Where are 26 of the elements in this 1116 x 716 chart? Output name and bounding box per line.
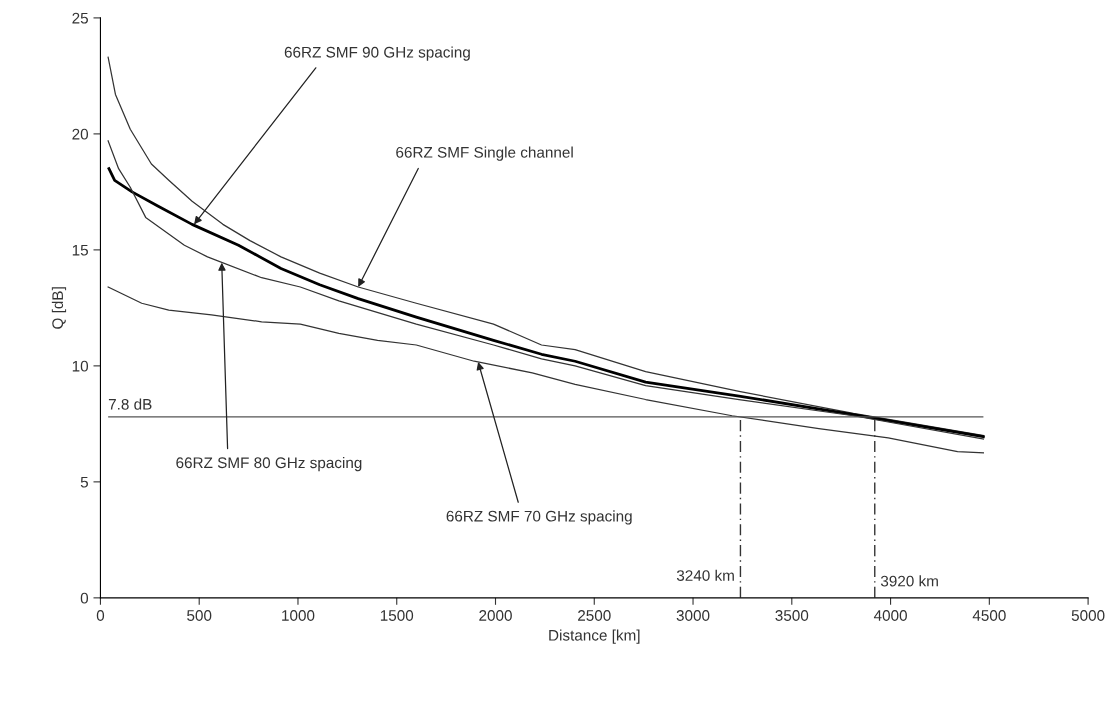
annotation: 66RZ SMF 70 GHz spacing <box>446 510 632 525</box>
ref-line-label: 3240 km <box>676 569 734 581</box>
x-tick-label: 3500 <box>775 610 809 621</box>
y-tick-label: 15 <box>72 244 88 256</box>
annotation: 66RZ SMF 90 GHz spacing <box>284 46 470 61</box>
x-tick-label: 5000 <box>1071 610 1105 621</box>
ref-line-label: 7.8 dB <box>108 398 152 410</box>
y-tick-label: 0 <box>80 592 89 604</box>
x-tick-label: 0 <box>96 610 105 621</box>
y-tick-label: 20 <box>72 128 89 140</box>
x-tick-label: 4000 <box>873 610 907 621</box>
ref-line-label: 3920 km <box>880 575 938 587</box>
y-axis-title: Q [dB] <box>51 287 67 329</box>
annotation: 66RZ SMF 80 GHz spacing <box>176 456 362 472</box>
y-tick-label: 25 <box>72 12 88 24</box>
y-tick-label: 5 <box>80 476 88 488</box>
x-tick-label: 1000 <box>282 610 315 621</box>
x-tick-label: 2500 <box>578 610 611 621</box>
x-tick-label: 2000 <box>479 610 512 621</box>
x-tick-label: 1500 <box>380 610 414 621</box>
y-tick-label: 10 <box>72 360 89 372</box>
annotation: 66RZ SMF Single channel <box>396 146 573 161</box>
x-tick-label: 3000 <box>676 610 710 621</box>
x-tick-label: 500 <box>187 610 212 621</box>
x-tick-label: 4500 <box>972 610 1006 621</box>
x-axis-title: Distance [km] <box>549 629 640 644</box>
